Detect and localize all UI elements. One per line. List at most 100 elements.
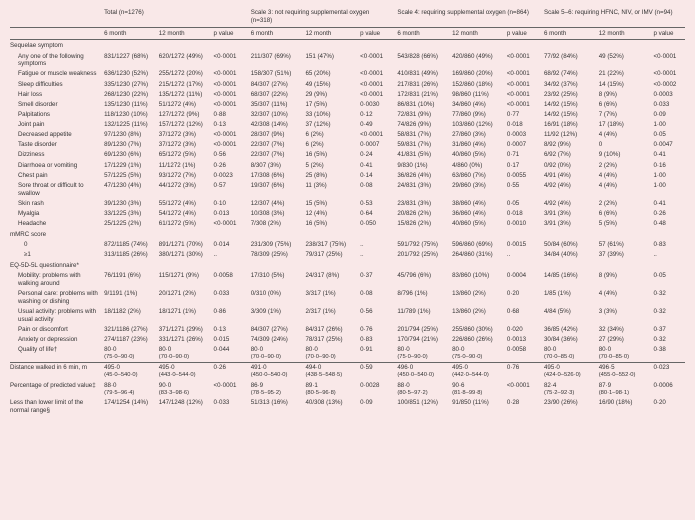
data-cell: <0·0001 [212,69,245,79]
data-cell: 8 (9%) [597,271,652,289]
data-cell: 80·0(70·0–85·0) [542,345,597,363]
data-cell: 135/1272 (11%) [157,90,212,100]
section-title-row: EQ-5D-5L questionnaire* [10,260,685,271]
data-cell: 15 (5%) [303,199,358,209]
data-cell: 0·48 [651,219,685,229]
data-cell: 36/860 (4%) [450,209,505,219]
data-cell: 0·57 [212,181,245,199]
table-row: Fatigue or muscle weakness636/1230 (52%)… [10,69,685,79]
data-cell: 16 (5%) [303,150,358,160]
data-cell: 8/307 (3%) [249,160,304,170]
data-cell: 78/317 (25%) [303,335,358,345]
data-cell: 0·0058 [212,271,245,289]
data-cell: 69/1230 (6%) [102,150,157,160]
table-row: Myalgia33/1225 (3%)54/1272 (4%)0·01310/3… [10,209,685,219]
data-cell: 313/1185 (26%) [102,250,157,260]
data-cell: 170/794 (21%) [395,335,450,345]
data-cell: 82·4(75·2–92·3) [542,381,597,398]
data-cell: 80·0(70·0–90·0) [303,345,358,363]
data-cell: 89·1(80·5–96·8) [303,381,358,398]
data-cell: 0·0004 [505,271,538,289]
data-cell: 97/1230 (8%) [102,130,157,140]
data-cell: 201/794 (25%) [395,325,450,335]
row-label: Chest pain [10,171,102,181]
data-cell: 132/1225 (11%) [102,120,157,130]
data-cell: 55/1272 (4%) [157,199,212,209]
data-cell: 0·12 [358,110,391,120]
data-cell: 231/309 (75%) [249,240,304,250]
data-cell: 0·20 [651,398,685,416]
row-label: Distance walked in 6 min, m [10,363,102,380]
data-cell: 74/309 (24%) [249,335,304,345]
data-cell: 88·0(79·5–96·4) [102,381,157,398]
data-cell: 1/85 (1%) [542,289,597,307]
data-cell: 10/308 (3%) [249,209,304,219]
data-cell: 72/831 (9%) [395,110,450,120]
data-cell: 63/860 (7%) [450,171,505,181]
data-cell: 0/310 (0%) [249,289,304,307]
data-cell: 37/1272 (3%) [157,140,212,150]
data-cell: 39/1230 (3%) [102,199,157,209]
data-cell: 78/309 (25%) [249,250,304,260]
table-header: Total (n=1276) Scale 3: not requiring su… [10,8,685,40]
row-label: Taste disorder [10,140,102,150]
row-label: Sleep difficulties [10,79,102,89]
data-cell: 23/90 (26%) [542,398,597,416]
data-cell: 17/310 (5%) [249,271,304,289]
data-cell: 410/831 (49%) [395,69,450,79]
group-scale4: Scale 4: requiring supplemental oxygen (… [395,8,538,27]
data-cell: 65 (20%) [303,69,358,79]
data-cell: 151 (47%) [303,51,358,69]
table-row: Diarrhoea or vomiting17/1229 (1%)11/1272… [10,160,685,170]
data-cell: 0·0003 [505,130,538,140]
table-row: Usual activity: problems with usual acti… [10,307,685,325]
table-body: Sequelae symptomAny one of the following… [10,40,685,416]
data-cell: 12 (4%) [303,209,358,219]
data-cell: 0·023 [651,363,685,380]
data-cell: 98/860 (11%) [450,90,505,100]
data-cell: 80·0(70·0–90·0) [157,345,212,363]
data-cell: 0·83 [358,335,391,345]
row-label: Sore throat or difficult to swallow [10,181,102,199]
data-cell: 495·0(443·0–544·0) [157,363,212,380]
data-cell: 0·0015 [505,240,538,250]
data-cell: 255/860 (30%) [450,325,505,335]
data-cell: 0·10 [212,199,245,209]
data-cell: 872/1185 (74%) [102,240,157,250]
data-cell: 201/792 (25%) [395,250,450,260]
data-cell: 14 (15%) [597,79,652,89]
data-cell: 34/92 (37%) [542,79,597,89]
row-label: Any one of the following symptoms [10,51,102,69]
data-cell: 118/1230 (10%) [102,110,157,120]
data-cell: <0·0001 [212,90,245,100]
data-cell: 0·014 [212,240,245,250]
data-cell: 41/831 (5%) [395,150,450,160]
data-cell: 172/831 (21%) [395,90,450,100]
data-cell: 8/796 (1%) [395,289,450,307]
data-cell: 32/307 (10%) [249,110,304,120]
data-cell: 420/860 (49%) [450,51,505,69]
data-cell: 91/850 (11%) [450,398,505,416]
table-row: Skin rash39/1230 (3%)55/1272 (4%)0·1012/… [10,199,685,209]
data-cell: 0·013 [212,209,245,219]
data-cell: 0·0047 [651,140,685,150]
data-cell: 636/1230 (52%) [102,69,157,79]
data-cell: 495·0(45·0–540·0) [102,363,157,380]
data-cell: 495·0(442·0–544·0) [450,363,505,380]
data-cell: <0·0001 [505,381,538,398]
data-cell: 33 (10%) [303,110,358,120]
table-row: Taste disorder89/1230 (7%)37/1272 (3%)<0… [10,140,685,150]
data-cell: 27/860 (3%) [450,130,505,140]
table-row: Joint pain132/1225 (11%)157/1272 (12%)0·… [10,120,685,130]
data-cell: 2/317 (1%) [303,307,358,325]
data-cell: 37/1272 (3%) [157,130,212,140]
data-cell: 68/92 (74%) [542,69,597,79]
group-total: Total (n=1276) [102,8,245,27]
data-cell: 47/1230 (4%) [102,181,157,199]
data-cell: 13/860 (2%) [450,307,505,325]
data-cell: 44/1272 (3%) [157,181,212,199]
data-cell: 0·020 [505,325,538,335]
table-row: Chest pain57/1225 (5%)93/1272 (7%)0·0023… [10,171,685,181]
data-cell: 0·41 [358,160,391,170]
data-cell: 76/1191 (6%) [102,271,157,289]
